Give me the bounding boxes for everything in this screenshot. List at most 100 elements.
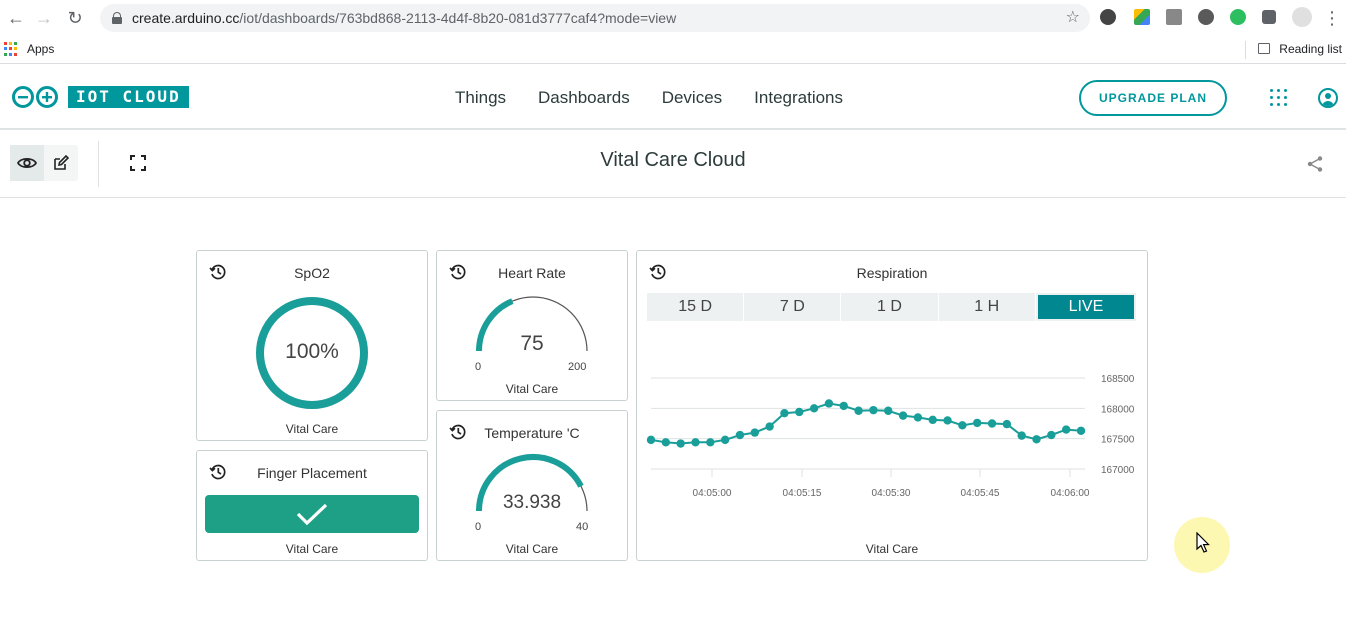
- heart-gauge-fill: [476, 298, 514, 352]
- widget-title: Heart Rate: [498, 265, 566, 281]
- respiration-chart: 168500 168000 167500 167000 04:05:00 04:05:15…: [646, 374, 1135, 499]
- data-point: [884, 406, 893, 415]
- reload-icon[interactable]: ↻: [67, 7, 83, 28]
- finger-status-indicator: [205, 495, 419, 533]
- data-point: [943, 416, 952, 425]
- data-point: [898, 411, 908, 420]
- extension-icon[interactable]: [1100, 9, 1116, 25]
- data-point: [869, 405, 878, 415]
- spo2-ring: [256, 297, 368, 409]
- data-point: [973, 418, 982, 428]
- apps-grid-icon[interactable]: [1270, 89, 1287, 106]
- widget-footer: Vital Care: [505, 382, 559, 396]
- upgrade-plan-button[interactable]: UPGRADE PLAN: [1079, 80, 1227, 116]
- dashboard-toolbar: Vital Care Cloud: [0, 131, 1346, 198]
- data-point: [958, 421, 967, 430]
- evernote-icon[interactable]: [1230, 9, 1246, 25]
- reading-list-icon[interactable]: [1258, 43, 1270, 54]
- widget-footer: Vital Care: [865, 542, 919, 556]
- apps-icon[interactable]: [4, 42, 18, 56]
- data-point: [646, 435, 656, 445]
- apps-link[interactable]: Apps: [27, 42, 55, 56]
- data-point: [795, 407, 804, 417]
- dashboard-title: Vital Care Cloud: [600, 149, 746, 171]
- extension-icon-3[interactable]: [1198, 9, 1214, 25]
- edit-mode-button[interactable]: [44, 145, 78, 181]
- view-mode-button[interactable]: [10, 145, 44, 181]
- respiration-line: [650, 402, 1082, 445]
- nav-devices[interactable]: Devices: [661, 88, 723, 107]
- data-point: [691, 438, 700, 447]
- app-header: IOT CLOUD Things Dashboards Devices Inte…: [0, 64, 1346, 130]
- y-tick-label: 167500: [1101, 435, 1135, 446]
- finger-placement-widget: Finger Placement Vital Care: [196, 450, 428, 561]
- data-point: [676, 439, 685, 448]
- gauge-min-label: 0: [475, 521, 482, 533]
- data-point: [735, 430, 745, 440]
- data-point: [661, 438, 671, 447]
- arduino-logo[interactable]: IOT CLOUD: [10, 86, 189, 108]
- tab-1d[interactable]: 1 D: [841, 293, 939, 321]
- url-host: create.arduino.cc: [132, 10, 240, 26]
- x-tick-label: 04:06:00: [1051, 488, 1090, 499]
- back-icon[interactable]: ←: [7, 7, 25, 28]
- user-account-icon[interactable]: [1318, 88, 1338, 108]
- main-nav: Things Dashboards Devices Integrations: [455, 88, 843, 108]
- bookmark-star-icon[interactable]: ☆: [1065, 9, 1080, 26]
- tab-1h[interactable]: 1 H: [939, 293, 1036, 321]
- temperature-value: 33.938: [502, 492, 562, 513]
- gauge-max-label: 200: [568, 361, 587, 373]
- tab-15d[interactable]: 15 D: [647, 293, 745, 321]
- data-point: [1032, 435, 1041, 444]
- data-point: [1047, 430, 1056, 440]
- tab-7d[interactable]: 7 D: [744, 293, 842, 321]
- browser-toolbar: ← → ↻ create.arduino.cc/iot/dashboards/7…: [0, 0, 1346, 36]
- widget-title: Finger Placement: [257, 465, 367, 481]
- drive-icon[interactable]: [1134, 9, 1150, 25]
- lock-icon: [112, 12, 122, 24]
- extension-icon-2[interactable]: [1166, 9, 1182, 25]
- fullscreen-icon[interactable]: [130, 155, 146, 171]
- gauge-max-label: 40: [576, 521, 589, 533]
- widget-title: Respiration: [856, 265, 928, 281]
- mode-toggle: [10, 145, 78, 181]
- spo2-value: 100%: [285, 340, 339, 363]
- temperature-widget: Temperature 'C 33.938 0 40 Vital Care: [436, 410, 628, 561]
- spo2-widget: SpO2 100% Vital Care: [196, 250, 428, 441]
- data-point: [1017, 431, 1026, 440]
- data-point: [809, 404, 819, 413]
- nav-things[interactable]: Things: [455, 88, 507, 107]
- nav-dashboards[interactable]: Dashboards: [538, 88, 630, 107]
- data-point: [720, 435, 730, 445]
- data-point: [1061, 425, 1071, 434]
- x-tick-label: 04:05:15: [783, 488, 822, 499]
- arduino-infinity-icon: [12, 86, 58, 108]
- puzzle-icon[interactable]: [1262, 10, 1276, 24]
- toolbar-divider: [98, 141, 99, 187]
- data-point: [750, 428, 759, 437]
- profile-avatar[interactable]: [1292, 7, 1312, 27]
- x-tick-label: 04:05:30: [872, 488, 911, 499]
- address-bar[interactable]: create.arduino.cc/iot/dashboards/763bd86…: [100, 4, 1090, 32]
- data-point: [765, 422, 774, 431]
- menu-dots-icon[interactable]: ⋮: [1323, 7, 1341, 28]
- heart-rate-value: 75: [520, 332, 544, 355]
- nav-integrations[interactable]: Integrations: [754, 88, 844, 107]
- widget-title: Temperature 'C: [484, 425, 580, 441]
- data-point: [780, 408, 789, 418]
- time-range-tabs: 15 D 7 D 1 D 1 H LIVE: [647, 293, 1136, 321]
- share-icon[interactable]: [1306, 155, 1324, 173]
- eye-icon: [17, 157, 37, 169]
- data-point: [1076, 426, 1086, 435]
- bookmarks-bar: Apps Reading list: [0, 36, 1346, 64]
- heart-rate-gauge: [476, 296, 588, 352]
- reading-list-link[interactable]: Reading list: [1279, 42, 1342, 56]
- data-point: [824, 399, 834, 408]
- gauge-min-label: 0: [475, 361, 482, 373]
- forward-icon[interactable]: →: [35, 7, 53, 28]
- logo-text: IOT CLOUD: [68, 86, 189, 108]
- tab-live[interactable]: LIVE: [1037, 295, 1135, 319]
- x-tick-label: 04:05:00: [693, 488, 732, 499]
- divider: [1245, 41, 1246, 59]
- temperature-gauge: [476, 454, 588, 512]
